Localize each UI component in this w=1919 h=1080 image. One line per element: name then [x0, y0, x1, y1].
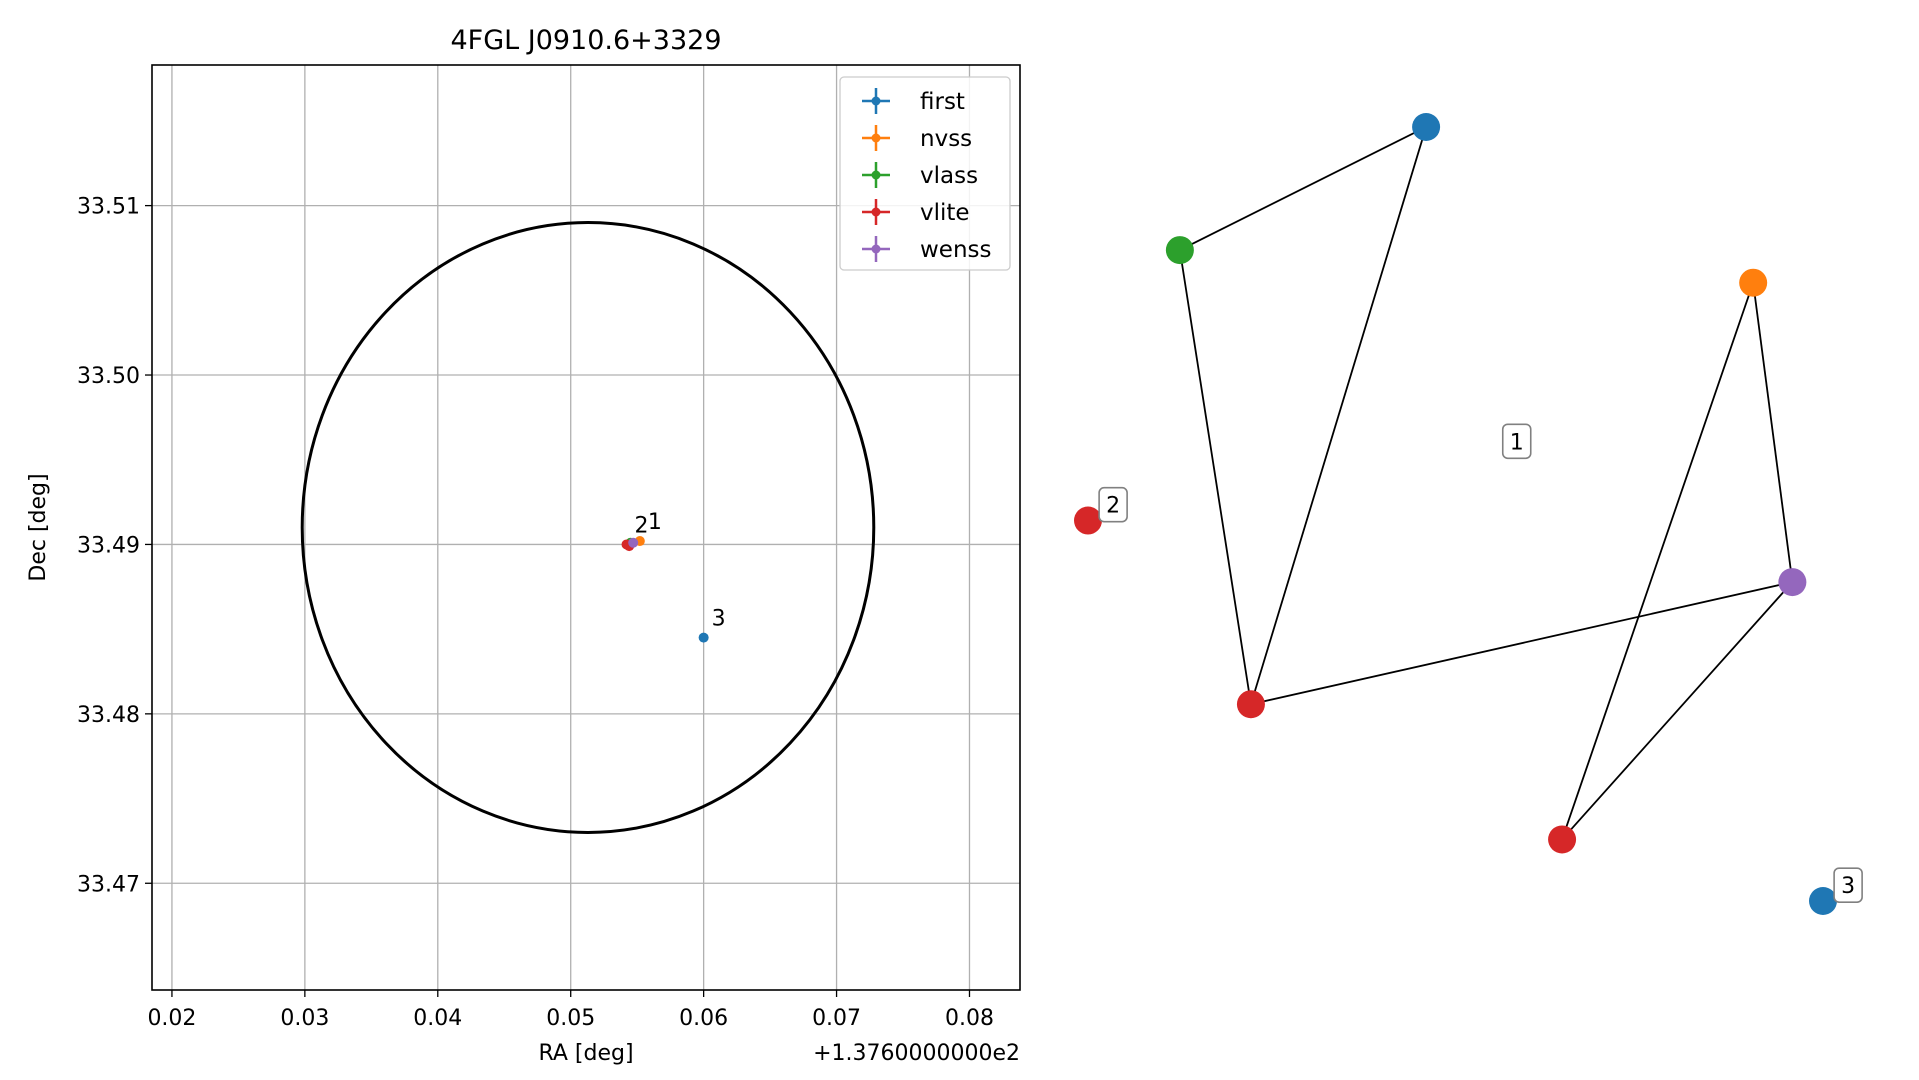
graph-node-red_isolated: [1074, 506, 1102, 535]
x-tick-label: 0.02: [147, 1006, 196, 1031]
legend-entry-vlass: vlass: [920, 163, 978, 189]
legend-marker-dot: [871, 244, 881, 254]
legend-entry-first: first: [920, 89, 965, 115]
legend-entry-vlite: vlite: [920, 200, 970, 226]
graph-node-red_bottom: [1548, 825, 1577, 854]
graph-label-box: [1833, 867, 1863, 903]
graph-label: 3: [1841, 874, 1855, 899]
legend-marker-dot: [871, 207, 881, 217]
legend-entry-nvss: nvss: [920, 126, 972, 152]
y-axis-label: Dec [deg]: [26, 473, 51, 581]
y-tick-label: 33.49: [77, 533, 140, 558]
legend: first nvss vlass vlite wenss: [839, 76, 1011, 271]
legend-entry-wenss: wenss: [920, 237, 992, 263]
point-first: [698, 632, 709, 643]
point-wenss: [628, 537, 639, 548]
legend-marker-dot: [871, 96, 881, 106]
graph-label: 2: [1106, 494, 1120, 519]
x-tick-label: 0.07: [812, 1006, 861, 1031]
point-label: 1: [648, 510, 662, 535]
axis-ticks: 0.02 0.03 0.04 0.05 0.06 0.07 0.0833.4733.4833…: [77, 195, 994, 1031]
point-label: 3: [712, 607, 726, 632]
grid: [152, 65, 1020, 990]
legend-box: [839, 76, 1011, 271]
scatter-plot: 3 12 0.02 0.03 0.04 0.05 0.06 0.07 0.08 33.47 33.…: [26, 25, 1021, 1066]
x-tick-label: 0.05: [546, 1006, 595, 1031]
x-axis-label: RA [deg]: [538, 1041, 633, 1066]
y-tick-label: 33.50: [77, 364, 140, 389]
network-graph: 1 2 3: [1074, 113, 1863, 915]
x-axis-offset-label: +1.3760000000e2: [813, 1041, 1020, 1066]
graph-node-red_left: [1236, 690, 1265, 719]
data-points: 3 12: [621, 510, 726, 643]
graph-node-blue_top: [1412, 113, 1441, 141]
graph-edge: [1250, 126, 1427, 705]
y-tick-label: 33.47: [77, 872, 140, 897]
point-label: 2: [635, 513, 649, 538]
graph-edge: [1250, 581, 1793, 706]
x-tick-label: 0.06: [679, 1006, 728, 1031]
graph-label: 1: [1510, 430, 1524, 455]
x-tick-label: 0.03: [280, 1006, 329, 1031]
x-tick-label: 0.08: [945, 1006, 994, 1031]
confidence-circle: [300, 221, 876, 834]
confidence-ellipse: [300, 221, 876, 834]
graph-edge: [1179, 126, 1427, 251]
legend-marker-dot: [871, 133, 881, 143]
chart-title: 4FGL J0910.6+3329: [450, 25, 721, 56]
graph-node-green: [1165, 236, 1194, 265]
y-tick-label: 33.48: [77, 703, 140, 728]
x-tick-label: 0.04: [413, 1006, 462, 1031]
graph-label-box: [1098, 486, 1128, 523]
graph-edges: [1178, 126, 1794, 841]
graph-edge: [1561, 581, 1794, 841]
graph-labels: 1 2 3: [1098, 423, 1863, 903]
y-tick-label: 33.51: [77, 195, 140, 220]
graph-node-blue_isolated: [1809, 887, 1837, 915]
graph-nodes: [1074, 113, 1837, 915]
graph-label-box: [1501, 423, 1532, 460]
graph-edge: [1561, 282, 1755, 840]
graph-edge: [1752, 282, 1794, 583]
axes-frame: [151, 64, 1021, 991]
graph-edge: [1178, 249, 1252, 705]
graph-node-orange: [1739, 268, 1768, 297]
graph-node-purple: [1778, 568, 1807, 597]
legend-marker-dot: [871, 170, 881, 180]
